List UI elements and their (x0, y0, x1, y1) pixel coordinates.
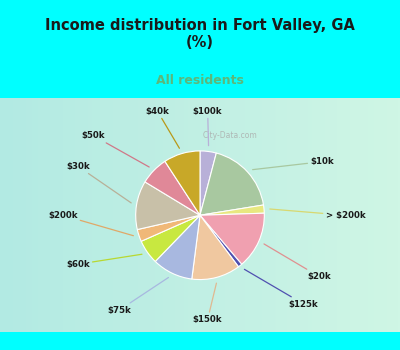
Text: $200k: $200k (48, 211, 133, 236)
Text: > $200k: > $200k (270, 209, 365, 220)
Wedge shape (200, 205, 264, 215)
Wedge shape (137, 215, 200, 241)
Text: All residents: All residents (156, 74, 244, 87)
Text: City-Data.com: City-Data.com (202, 132, 257, 140)
Text: $40k: $40k (146, 107, 180, 148)
Wedge shape (200, 215, 242, 267)
Wedge shape (155, 215, 200, 279)
Wedge shape (165, 151, 200, 215)
Wedge shape (200, 151, 216, 215)
Text: $150k: $150k (193, 283, 222, 324)
Text: $125k: $125k (244, 270, 318, 309)
Wedge shape (145, 161, 200, 215)
Text: $30k: $30k (66, 162, 131, 203)
Text: $50k: $50k (82, 131, 149, 167)
Text: $60k: $60k (66, 254, 142, 269)
Wedge shape (192, 215, 238, 280)
Wedge shape (200, 213, 264, 264)
Text: $10k: $10k (253, 157, 334, 170)
Wedge shape (136, 182, 200, 230)
Text: $20k: $20k (264, 244, 331, 281)
Wedge shape (200, 153, 264, 215)
Text: $75k: $75k (107, 278, 168, 315)
Text: $100k: $100k (193, 107, 222, 146)
Text: Income distribution in Fort Valley, GA
(%): Income distribution in Fort Valley, GA (… (45, 18, 355, 50)
Wedge shape (141, 215, 200, 261)
